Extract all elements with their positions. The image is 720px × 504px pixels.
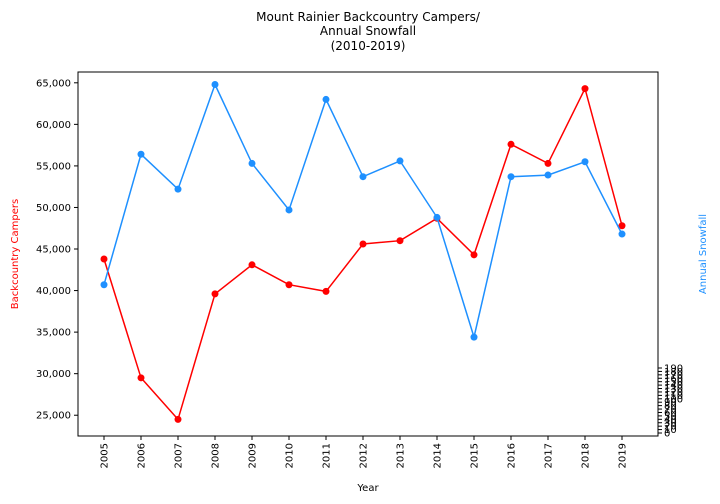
x-tick-label: 2014 [433,443,444,468]
series-2-point [137,150,145,158]
y-left-tick-label: 30,000 [36,369,71,380]
x-tick-label: 2011 [322,443,333,468]
series-1-point [174,415,182,423]
x-tick-label: 2005 [100,443,111,468]
series-2-point [285,206,293,214]
y-right-axis: 0102030405060708090100110120130140150160… [658,364,683,440]
y-right-tick-label: 20 [664,422,677,433]
plot-frame [77,71,659,437]
y-right-tick-label: 60 [664,408,677,419]
chart-title-line-1: Mount Rainier Backcountry Campers/ [256,10,481,24]
y-left-tick-label: 65,000 [36,78,71,89]
y-left-tick-label: 40,000 [36,286,71,297]
x-tick-label: 2008 [211,443,222,468]
series-2-point [174,185,182,193]
series-1-point [618,222,626,230]
y-right-tick-label: 160 [664,374,683,385]
x-axis-label: Year [356,483,379,494]
y-left-tick-label: 50,000 [36,203,71,214]
series-1-point [359,240,367,248]
y-left-tick-label: 35,000 [36,328,71,339]
y-right-tick-label: 90 [664,398,677,409]
series-1-point [211,290,219,298]
series-1-point [544,159,552,167]
y-right-tick-label: 120 [664,387,683,398]
series-2-point [248,159,256,167]
y-right-tick-label: 130 [664,384,683,395]
y-right-tick-label: 70 [664,405,677,416]
series-layer [100,80,626,423]
series-1-point [100,255,108,263]
series-2-point [581,158,589,166]
y-right-tick-label: 0 [664,429,670,440]
x-tick-label: 2006 [137,443,148,468]
series-2-point [433,213,441,221]
series-1-point [581,85,589,93]
y-left-tick-label: 60,000 [36,120,71,131]
x-axis: 2005 2006 2007 2008 2009 2010 2011 2012 2013 2014… [100,436,629,468]
series-1-point [137,374,145,382]
series-1-point [507,140,515,148]
series-2-point [396,157,404,165]
y-right-tick-label: 110 [664,391,683,402]
series-2-point [470,333,478,341]
y-right-tick-label: 190 [664,364,683,375]
y-left-tick-label: 45,000 [36,245,71,256]
y-right-tick-label: 170 [664,370,683,381]
chart-title-line-2: Annual Snowfall [320,24,416,38]
chart-title-line-3: (2010-2019) [331,39,406,53]
y-right-tick-label: 150 [664,377,683,388]
y-left-tick-label: 55,000 [36,161,71,172]
y-left-tick-label: 25,000 [36,411,71,422]
y-right-tick-label: 180 [664,367,683,378]
x-tick-label: 2018 [581,443,592,468]
series-2-point [618,230,626,238]
y-right-tick-label: 30 [664,418,677,429]
y-right-tick-label: 10 [664,425,677,436]
x-tick-label: 2010 [285,443,296,468]
y-right-tick-label: 140 [664,381,683,392]
y-right-tick-label: 50 [664,411,677,422]
series-1-point [248,261,256,269]
series-line-1 [103,86,623,421]
series-line-2 [103,82,623,340]
series-2-point [507,173,515,181]
x-tick-label: 2019 [618,443,629,468]
series-2-point [544,171,552,179]
series-2-point [359,173,367,181]
x-tick-label: 2012 [359,443,370,468]
x-tick-label: 2013 [396,443,407,468]
series-1-point [322,287,330,295]
y-right-axis-label: Annual Snowfall [698,214,709,294]
series-1-point [470,251,478,259]
y-left-axis-label: Backcountry Campers [10,199,21,309]
x-tick-label: 2017 [544,443,555,468]
x-tick-label: 2009 [248,443,259,468]
series-2-point [100,281,108,289]
series-1-point [285,281,293,289]
x-tick-label: 2007 [174,443,185,468]
series-2-point [211,80,219,88]
series-1-point [396,237,404,245]
series-2-point [322,95,330,103]
y-left-axis: 25,000 30,000 35,000 40,000 45,000 50,000 55,0… [36,78,78,422]
y-right-tick-label: 40 [664,415,677,426]
y-right-tick-label: 100 [664,394,683,405]
x-tick-label: 2015 [470,443,481,468]
y-right-tick-label: 80 [664,401,677,412]
x-tick-label: 2016 [507,443,518,468]
